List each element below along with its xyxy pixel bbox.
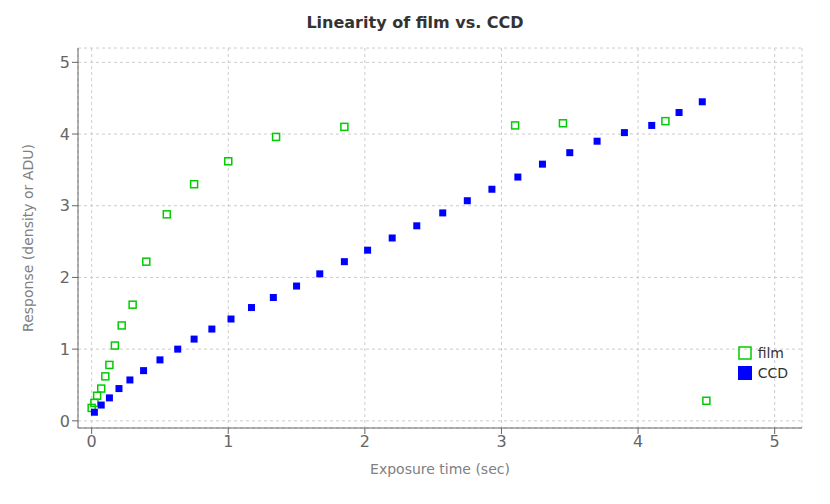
svg-text:5: 5	[770, 432, 780, 451]
svg-text:4: 4	[633, 432, 643, 451]
svg-text:1: 1	[223, 432, 233, 451]
svg-text:4: 4	[60, 125, 70, 144]
svg-text:Response (density or ADU): Response (density or ADU)	[20, 144, 36, 332]
svg-text:Exposure time (sec): Exposure time (sec)	[370, 461, 510, 477]
svg-text:3: 3	[496, 432, 506, 451]
svg-text:0: 0	[87, 432, 97, 451]
html-text:Linearity of film vs. CCD: Linearity of film vs. CCD	[306, 13, 524, 32]
html-text:CCD: CCD	[757, 365, 788, 381]
svg-text:3: 3	[60, 196, 70, 215]
svg-text:1: 1	[60, 340, 70, 359]
svg-text:2: 2	[60, 268, 70, 287]
svg-text:0: 0	[60, 412, 70, 431]
svg-text:2: 2	[360, 432, 370, 451]
svg-text:5: 5	[60, 53, 70, 72]
html-text:film: film	[757, 345, 784, 361]
